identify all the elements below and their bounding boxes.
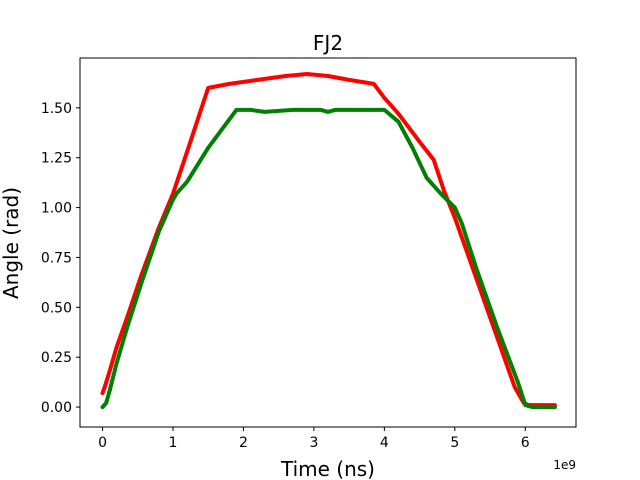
x-tick-label: 1 xyxy=(169,435,178,451)
y-axis-label: Angle (rad) xyxy=(0,187,23,299)
y-tick-label: 0.50 xyxy=(41,300,72,316)
y-tick-label: 1.00 xyxy=(41,201,72,217)
x-tick-label: 2 xyxy=(239,435,248,451)
x-axis: 0 1 2 3 4 5 6 xyxy=(98,427,530,451)
x-axis-label: Time (ns) xyxy=(280,457,375,480)
y-tick-label: 0.00 xyxy=(41,400,72,416)
y-tick-label: 0.75 xyxy=(41,250,72,266)
x-tick-label: 5 xyxy=(450,435,459,451)
y-axis: 0.00 0.25 0.50 0.75 1.00 1.25 1.50 xyxy=(41,101,80,416)
series-line-1 xyxy=(100,72,557,408)
series-line-2 xyxy=(100,107,557,410)
y-tick-label: 0.25 xyxy=(41,350,72,366)
plot-area xyxy=(79,57,577,428)
series-layer xyxy=(100,72,557,410)
x-offset-label: 1e9 xyxy=(553,458,576,472)
x-tick-label: 4 xyxy=(380,435,389,451)
chart-title: FJ2 xyxy=(313,31,343,55)
x-tick-label: 6 xyxy=(521,435,530,451)
x-tick-label: 3 xyxy=(309,435,318,451)
x-tick-label: 0 xyxy=(98,435,107,451)
y-tick-label: 1.25 xyxy=(41,151,72,167)
y-tick-label: 1.50 xyxy=(41,101,72,117)
